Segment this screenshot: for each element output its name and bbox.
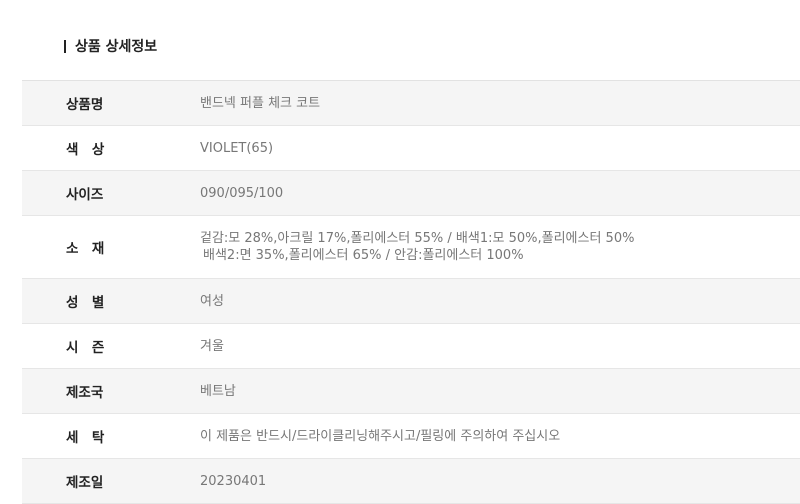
table-row: 소 재 겉감:모 28%,아크릴 17%,폴리에스터 55% / 배색1:모 50… — [22, 216, 800, 279]
row-value: 겨울 — [200, 338, 224, 354]
row-value: 밴드넥 퍼플 체크 코트 — [200, 95, 321, 111]
row-value: 여성 — [200, 293, 224, 309]
row-value: 이 제품은 반드시/드라이클리닝해주시고/필링에 주의하여 주십시오 — [200, 428, 561, 444]
row-label: 세 탁 — [66, 430, 105, 446]
row-value: VIOLET(65) — [200, 140, 274, 156]
row-label: 시 즌 — [66, 340, 105, 356]
row-label: 색 상 — [66, 142, 105, 158]
title-bar — [64, 39, 66, 53]
table-row: 세 탁 이 제품은 반드시/드라이클리닝해주시고/필링에 주의하여 주십시오 — [22, 414, 800, 459]
table-row: 상품명 밴드넥 퍼플 체크 코트 — [22, 81, 800, 126]
table-row: 시 즌 겨울 — [22, 324, 800, 369]
material-line-1: 겉감:모 28%,아크릴 17%,폴리에스터 55% / 배색1:모 50%,폴… — [200, 231, 635, 246]
material-line-2: 배색2:면 35%,폴리에스터 65% / 안감:폴리에스터 100% — [203, 248, 524, 263]
row-value: 20230401 — [200, 473, 267, 489]
row-label: 제조국 — [66, 385, 104, 401]
row-label: 제조일 — [66, 475, 104, 491]
product-detail-table: 상품명 밴드넥 퍼플 체크 코트 색 상 VIOLET(65) 사이즈 090/095… — [22, 80, 800, 504]
table-row: 제조국 베트남 — [22, 369, 800, 414]
row-label: 사이즈 — [66, 187, 104, 203]
row-value: 090/095/100 — [200, 185, 284, 201]
row-label: 성 별 — [66, 295, 105, 311]
row-label: 상품명 — [66, 97, 104, 113]
table-row: 제조일 20230401 — [22, 459, 800, 504]
section-title: 상품 상세정보 — [64, 36, 157, 56]
section-title-text: 상품 상세정보 — [75, 39, 158, 55]
row-label: 소 재 — [66, 241, 105, 257]
row-value: 베트남 — [200, 383, 236, 399]
row-value: 겉감:모 28%,아크릴 17%,폴리에스터 55% / 배색1:모 50%,폴… — [200, 230, 634, 264]
table-row: 성 별 여성 — [22, 279, 800, 324]
table-row: 사이즈 090/095/100 — [22, 171, 800, 216]
table-row: 색 상 VIOLET(65) — [22, 126, 800, 171]
